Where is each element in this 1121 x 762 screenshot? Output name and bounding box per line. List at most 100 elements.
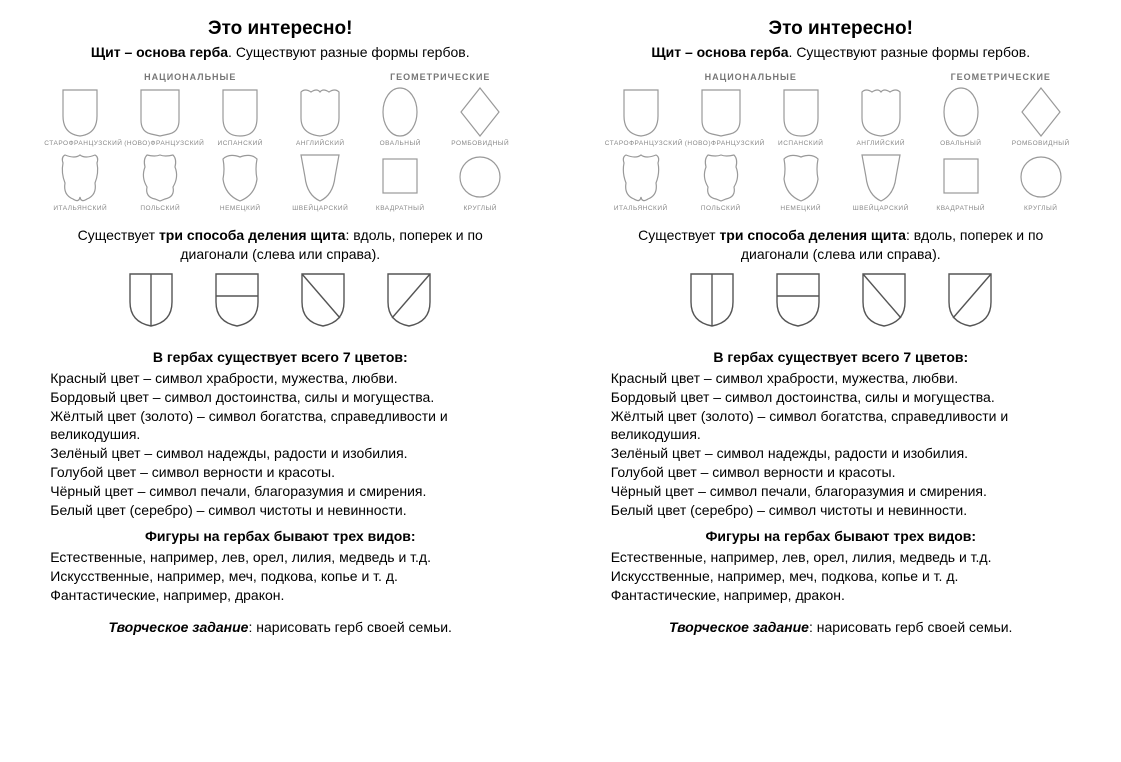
division-shield-v	[122, 270, 180, 335]
shape-row-1: СТАРОФРАНЦУЗСКИЙ (НОВО)ФРАНЦУЗСКИЙ ИСПАНСК…	[593, 84, 1090, 147]
figures-heading: Фигуры на гербах бывают трех видов:	[32, 528, 529, 544]
figures-body: Естественные, например, лев, орел, лилия…	[50, 548, 510, 605]
shape-label: КВАДРАТНЫЙ	[925, 205, 997, 212]
shape-angl: АНГЛИЙСКИЙ	[284, 84, 356, 147]
group-national-label: НАЦИОНАЛЬНЫЕ	[611, 72, 891, 82]
color-line: Белый цвет (серебро) – символ чистоты и …	[611, 501, 1071, 520]
shape-label: РОМБОВИДНЫЙ	[444, 140, 516, 147]
division-shield-h	[208, 270, 266, 335]
shape-label: РОМБОВИДНЫЙ	[1005, 140, 1077, 147]
shape-label: КРУГЛЫЙ	[1005, 205, 1077, 212]
color-line: Бордовый цвет – символ достоинства, силы…	[50, 388, 510, 407]
figure-line: Естественные, например, лев, орел, лилия…	[50, 548, 510, 567]
shape-nem: НЕМЕЦКИЙ	[765, 149, 837, 212]
figure-line: Искусственные, например, меч, подкова, к…	[50, 567, 510, 586]
color-line: Жёлтый цвет (золото) – символ богатства,…	[50, 407, 510, 445]
shape-label: НЕМЕЦКИЙ	[204, 205, 276, 212]
division-shield-d1	[294, 270, 352, 335]
color-line: Голубой цвет – символ верности и красоты…	[50, 463, 510, 482]
color-line: Белый цвет (серебро) – символ чистоты и …	[50, 501, 510, 520]
shape-swiss: ШВЕЙЦАРСКИЙ	[845, 149, 917, 212]
shape-ital: ИТАЛЬЯНСКИЙ	[44, 149, 116, 212]
shape-label: ПОЛЬСКИЙ	[124, 205, 196, 212]
shape-starofr: СТАРОФРАНЦУЗСКИЙ	[605, 84, 677, 147]
shape-circ: КРУГЛЫЙ	[444, 149, 516, 212]
shape-label: СТАРОФРАНЦУЗСКИЙ	[605, 140, 677, 147]
shape-sq: КВАДРАТНЫЙ	[364, 149, 436, 212]
shape-label: ОВАЛЬНЫЙ	[925, 140, 997, 147]
color-line: Чёрный цвет – символ печали, благоразуми…	[611, 482, 1071, 501]
shape-oval: ОВАЛЬНЫЙ	[925, 84, 997, 147]
figure-line: Фантастические, например, дракон.	[611, 586, 1071, 605]
colors-body: Красный цвет – символ храбрости, мужеств…	[611, 369, 1071, 520]
division-shield-d2	[380, 270, 438, 335]
shape-pol: ПОЛЬСКИЙ	[685, 149, 757, 212]
color-line: Чёрный цвет – символ печали, благоразуми…	[50, 482, 510, 501]
column-right: Это интересно! Щит – основа герба. Сущест…	[561, 0, 1121, 762]
color-line: Зелёный цвет – символ надежды, радости и…	[611, 444, 1071, 463]
shape-angl: АНГЛИЙСКИЙ	[845, 84, 917, 147]
shape-row-2: ИТАЛЬЯНСКИЙ ПОЛЬСКИЙ НЕМЕЦКИЙ ШВЕЙЦАРСКИЙ КВ…	[593, 149, 1090, 212]
figures-body: Естественные, например, лев, орел, лилия…	[611, 548, 1071, 605]
figure-line: Фантастические, например, дракон.	[50, 586, 510, 605]
shape-oval: ОВАЛЬНЫЙ	[364, 84, 436, 147]
shape-label: КВАДРАТНЫЙ	[364, 205, 436, 212]
colors-heading: В гербах существует всего 7 цветов:	[32, 349, 529, 365]
division-text: Существует три способа деления щита: вдо…	[621, 226, 1061, 264]
subtitle: Щит – основа герба. Существуют разные фо…	[32, 44, 529, 60]
division-shield-h	[769, 270, 827, 335]
colors-heading: В гербах существует всего 7 цветов:	[593, 349, 1090, 365]
creative-task: Творческое задание: нарисовать герб свое…	[593, 619, 1090, 635]
color-line: Зелёный цвет – символ надежды, радости и…	[50, 444, 510, 463]
division-row	[593, 270, 1090, 335]
color-line: Красный цвет – символ храбрости, мужеств…	[611, 369, 1071, 388]
shape-label: (НОВО)ФРАНЦУЗСКИЙ	[124, 140, 196, 147]
shape-label: КРУГЛЫЙ	[444, 205, 516, 212]
page-title: Это интересно!	[593, 18, 1090, 40]
shape-starofr: СТАРОФРАНЦУЗСКИЙ	[44, 84, 116, 147]
subtitle: Щит – основа герба. Существуют разные фо…	[593, 44, 1090, 60]
color-line: Бордовый цвет – символ достоинства, силы…	[611, 388, 1071, 407]
shape-row-1: СТАРОФРАНЦУЗСКИЙ (НОВО)ФРАНЦУЗСКИЙ ИСПАНСК…	[32, 84, 529, 147]
shape-novofr: (НОВО)ФРАНЦУЗСКИЙ	[685, 84, 757, 147]
shape-label: ИСПАНСКИЙ	[765, 140, 837, 147]
shape-row-2: ИТАЛЬЯНСКИЙ ПОЛЬСКИЙ НЕМЕЦКИЙ ШВЕЙЦАРСКИЙ КВ…	[32, 149, 529, 212]
shape-label: ШВЕЙЦАРСКИЙ	[845, 205, 917, 212]
division-shield-v	[683, 270, 741, 335]
figure-line: Искусственные, например, меч, подкова, к…	[611, 567, 1071, 586]
color-line: Голубой цвет – символ верности и красоты…	[611, 463, 1071, 482]
shape-label: (НОВО)ФРАНЦУЗСКИЙ	[685, 140, 757, 147]
shape-circ: КРУГЛЫЙ	[1005, 149, 1077, 212]
shape-romb: РОМБОВИДНЫЙ	[444, 84, 516, 147]
shape-label: ОВАЛЬНЫЙ	[364, 140, 436, 147]
division-row	[32, 270, 529, 335]
shape-group-labels: НАЦИОНАЛЬНЫЕГЕОМЕТРИЧЕСКИЕ	[32, 72, 529, 82]
group-geometric-label: ГЕОМЕТРИЧЕСКИЕ	[931, 72, 1071, 82]
shape-label: АНГЛИЙСКИЙ	[845, 140, 917, 147]
shape-sq: КВАДРАТНЫЙ	[925, 149, 997, 212]
shape-label: ИТАЛЬЯНСКИЙ	[605, 205, 677, 212]
division-text: Существует три способа деления щита: вдо…	[60, 226, 500, 264]
shape-label: ИСПАНСКИЙ	[204, 140, 276, 147]
division-shield-d1	[855, 270, 913, 335]
shape-isp: ИСПАНСКИЙ	[765, 84, 837, 147]
creative-task: Творческое задание: нарисовать герб свое…	[32, 619, 529, 635]
shape-romb: РОМБОВИДНЫЙ	[1005, 84, 1077, 147]
color-line: Красный цвет – символ храбрости, мужеств…	[50, 369, 510, 388]
figures-heading: Фигуры на гербах бывают трех видов:	[593, 528, 1090, 544]
division-shield-d2	[941, 270, 999, 335]
shape-label: ИТАЛЬЯНСКИЙ	[44, 205, 116, 212]
group-national-label: НАЦИОНАЛЬНЫЕ	[50, 72, 330, 82]
page: Это интересно! Щит – основа герба. Сущест…	[0, 0, 1121, 762]
shape-swiss: ШВЕЙЦАРСКИЙ	[284, 149, 356, 212]
shape-ital: ИТАЛЬЯНСКИЙ	[605, 149, 677, 212]
figure-line: Естественные, например, лев, орел, лилия…	[611, 548, 1071, 567]
shape-isp: ИСПАНСКИЙ	[204, 84, 276, 147]
shape-novofr: (НОВО)ФРАНЦУЗСКИЙ	[124, 84, 196, 147]
shape-label: АНГЛИЙСКИЙ	[284, 140, 356, 147]
shape-label: СТАРОФРАНЦУЗСКИЙ	[44, 140, 116, 147]
shape-label: ШВЕЙЦАРСКИЙ	[284, 205, 356, 212]
shape-nem: НЕМЕЦКИЙ	[204, 149, 276, 212]
shape-label: НЕМЕЦКИЙ	[765, 205, 837, 212]
column-left: Это интересно!Щит – основа герба. Сущест…	[0, 0, 561, 762]
